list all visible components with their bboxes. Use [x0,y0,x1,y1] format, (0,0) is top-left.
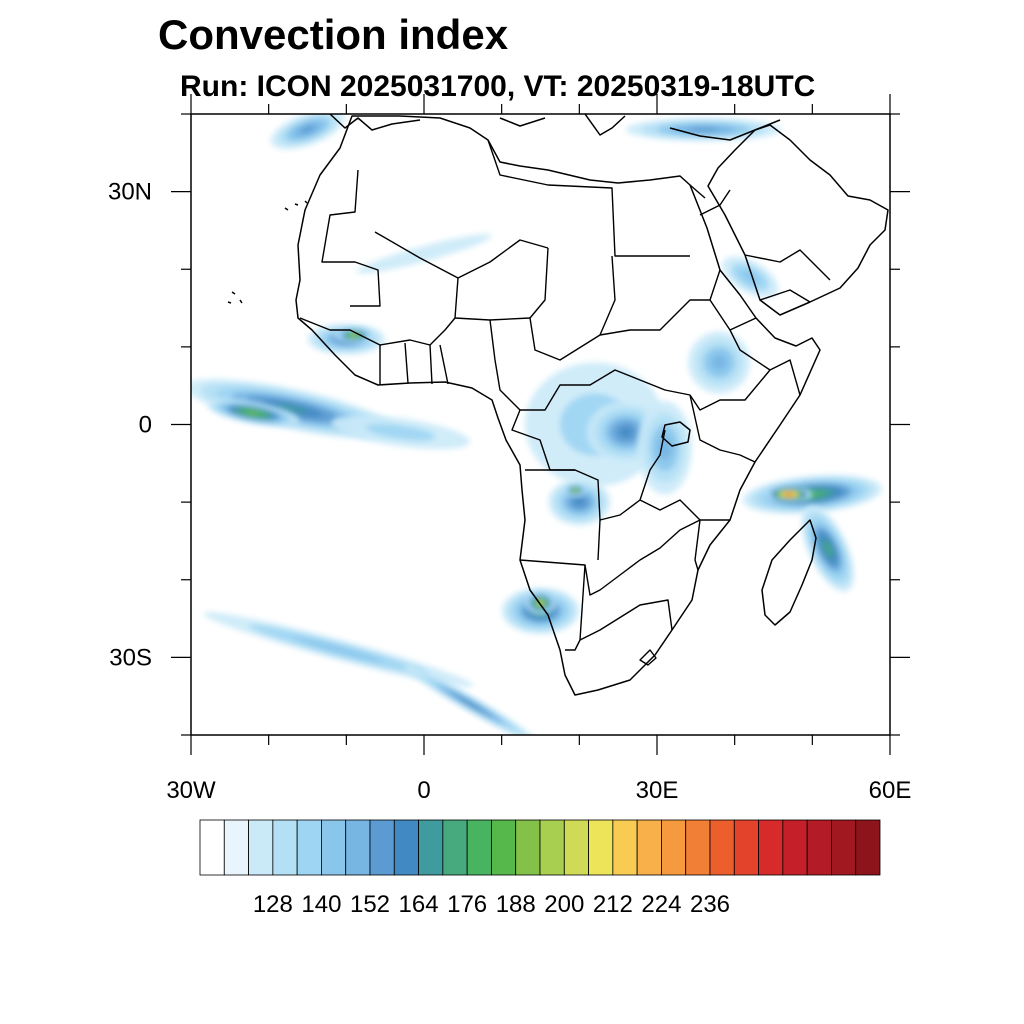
cape-verde-islands [227,291,243,304]
colorbar [199,819,881,876]
colorbar-swatch [223,819,249,876]
colorbar-swatch [685,819,711,876]
colorbar-swatch [321,819,347,876]
colorbar-swatch [782,819,808,876]
axis-ticks [171,94,910,755]
lon-tick-label: 30W [166,777,216,804]
colorbar-swatch [661,819,687,876]
colorbar-swatch [563,819,589,876]
convection-area-sahara-streak [356,234,492,274]
convection-area-arabia-cloud [722,256,779,298]
colorbar-swatch [588,819,614,876]
convection-area-namibia-core [524,591,557,615]
colorbar-swatch [855,819,881,876]
colorbar-swatch [806,819,832,876]
convection-area-gulf-guinea-band [331,415,470,450]
convection-area-madagascar-east-band [801,505,855,592]
convection-field [191,114,882,735]
colorbar-swatch [418,819,444,876]
colorbar-swatch [758,819,784,876]
colorbar-label: 140 [301,891,341,918]
convection-area-mozambique-core [765,485,813,503]
lat-tick-label: 0 [139,412,152,439]
canary-islands [284,200,308,211]
europe-coastline [329,114,781,141]
colorbar-swatch [636,819,662,876]
colorbar-label: 152 [350,891,390,918]
colorbar-label: 236 [690,891,730,918]
colorbar-swatch [709,819,735,876]
axis-tick-labels: 30N 0 30S 30W 0 30E 60E [108,179,911,804]
africa-coastline [295,115,821,696]
lon-tick-label: 0 [417,777,430,804]
lon-tick-label: 30E [636,777,679,804]
chart-title: Convection index [158,11,509,58]
colorbar-swatch [272,819,298,876]
colorbar-swatch [491,819,517,876]
colorbar-label: 176 [447,891,487,918]
colorbar-swatch [612,819,638,876]
convection-area-atlantic-equatorial-core [207,399,300,427]
convection-area-angola-core [565,484,586,497]
convection-area-west-africa-core [334,327,374,343]
colorbar-swatch [296,819,322,876]
colorbar-swatch [248,819,274,876]
map-plot-area: 30N 0 30S 30W 0 30E 60E [108,94,911,804]
colorbar-swatch [831,819,857,876]
colorbar-label: 164 [399,891,439,918]
lake-victoria [661,421,691,447]
colorbar-swatch [466,819,492,876]
chart-subtitle: Run: ICON 2025031700, VT: 20250319-18UTC [180,70,816,103]
convection-area-east-africa-lakes [637,401,692,495]
colorbar-swatch [442,819,468,876]
colorbar-labels: 128 140 152 164 176 188 200 212 224 236 [253,891,730,918]
colorbar-label: 128 [253,891,293,918]
convection-area-ethiopia-highlands [688,331,751,394]
colorbar-swatch [539,819,565,876]
colorbar-swatch [369,819,395,876]
convection-area-southern-front-east [403,664,538,735]
colorbar-label: 188 [496,891,536,918]
colorbar-swatch [199,819,225,876]
colorbar-swatch [345,819,371,876]
colorbar-swatch [733,819,759,876]
colorbar-swatch [515,819,541,876]
lat-tick-label: 30N [108,179,152,206]
colorbar-label: 224 [641,891,681,918]
colorbar-label: 200 [544,891,584,918]
lat-tick-label: 30S [109,644,152,671]
coastlines-and-borders [227,114,889,696]
convection-area-north-atlantic-cloud [270,114,345,150]
country-borders [299,139,831,666]
lon-tick-label: 60E [869,777,912,804]
colorbar-label: 212 [593,891,633,918]
colorbar-swatch [393,819,419,876]
madagascar-coastline [761,519,817,626]
